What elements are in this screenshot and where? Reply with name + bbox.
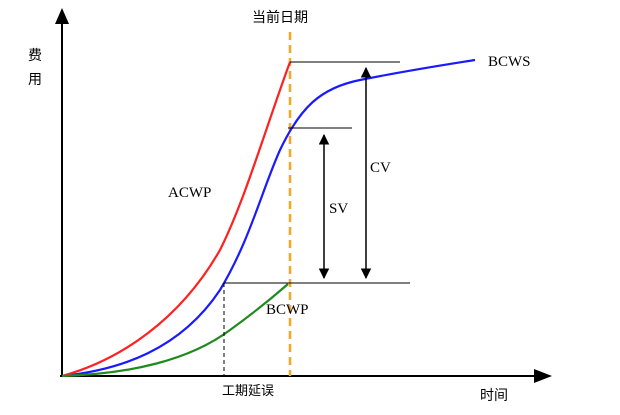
- y-axis-label-line-1: 费: [28, 48, 42, 64]
- acwp-label: ACWP: [168, 185, 211, 201]
- bcwp-label: BCWP: [266, 302, 309, 318]
- current-date-label: 当前日期: [252, 9, 308, 26]
- x-axis: [60, 369, 552, 383]
- x-axis-arrow-icon: [534, 369, 552, 383]
- sv-label: SV: [329, 201, 348, 217]
- bcws-curve: [61, 58, 476, 378]
- bcwp-curve: [61, 283, 289, 378]
- schedule-delay-label: 工期延误: [222, 384, 274, 399]
- acwp-curve: [61, 61, 292, 378]
- bcws-label: BCWS: [488, 54, 531, 70]
- y-axis: [55, 8, 69, 376]
- x-axis-label: 时间: [480, 388, 508, 404]
- cv-label: CV: [370, 160, 391, 176]
- y-axis-label-line-2: 用: [28, 72, 42, 88]
- y-axis-arrow-icon: [55, 8, 69, 24]
